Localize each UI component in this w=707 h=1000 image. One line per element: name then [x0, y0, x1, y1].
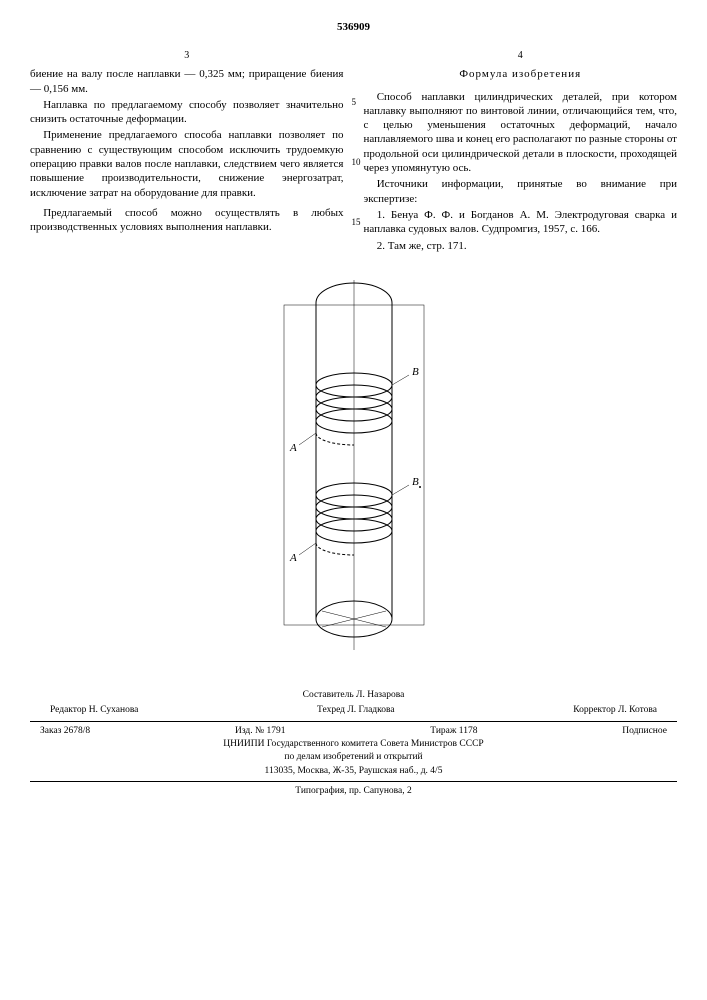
footer-typo: Типография, пр. Сапунова, 2 — [30, 785, 677, 798]
para: Предлагаемый способ можно осуществлять в… — [30, 206, 344, 235]
right-col-num: 4 — [364, 49, 678, 62]
para: Способ наплавки цилиндрических деталей, … — [364, 90, 678, 176]
para: Источники информации, принятые во вниман… — [364, 177, 678, 206]
footer-tirazh: Тираж 1178 — [430, 725, 477, 738]
label-B2: B — [412, 476, 419, 488]
footer-order: Заказ 2678/8 — [40, 725, 90, 738]
label-A1: A — [289, 442, 297, 454]
para: Наплавка по предлагаемому способу позвол… — [30, 98, 344, 127]
right-column: 5 10 15 4 Формула изобретения Способ нап… — [364, 49, 678, 255]
footer-org1: ЦНИИПИ Государственного комитета Совета … — [30, 738, 677, 751]
footer-corrector: Корректор Л. Котова — [573, 704, 657, 717]
left-col-num: 3 — [30, 49, 344, 62]
footer-compiler: Составитель Л. Назарова — [30, 689, 677, 702]
footer: Составитель Л. Назарова Редактор Н. Суха… — [30, 689, 677, 798]
footer-techred: Техред Л. Гладкова — [317, 704, 395, 717]
label-A2: A — [289, 552, 297, 564]
line-num: 10 — [352, 157, 361, 169]
footer-editor: Редактор Н. Суханова — [50, 704, 138, 717]
formula-title: Формула изобретения — [364, 67, 678, 81]
technical-figure: A B A B — [30, 275, 677, 659]
para: Применение предлагаемого способа наплавк… — [30, 128, 344, 199]
left-column: 3 биение на валу после наплавки — 0,325 … — [30, 49, 344, 255]
footer-izd: Изд. № 1791 — [235, 725, 285, 738]
label-B1: B — [412, 366, 419, 378]
patent-number: 536909 — [30, 20, 677, 34]
para: 1. Бенуа Ф. Ф. и Богданов А. М. Электрод… — [364, 208, 678, 237]
para: 2. Там же, стр. 171. — [364, 239, 678, 253]
line-num: 15 — [352, 217, 361, 229]
para: биение на валу после наплавки — 0,325 мм… — [30, 67, 344, 96]
text-columns: 3 биение на валу после наплавки — 0,325 … — [30, 49, 677, 255]
line-num: 5 — [352, 97, 357, 109]
footer-org2: по делам изобретений и открытий — [30, 751, 677, 764]
footer-addr: 113035, Москва, Ж-35, Раушская наб., д. … — [30, 765, 677, 778]
footer-podpis: Подписное — [622, 725, 667, 738]
